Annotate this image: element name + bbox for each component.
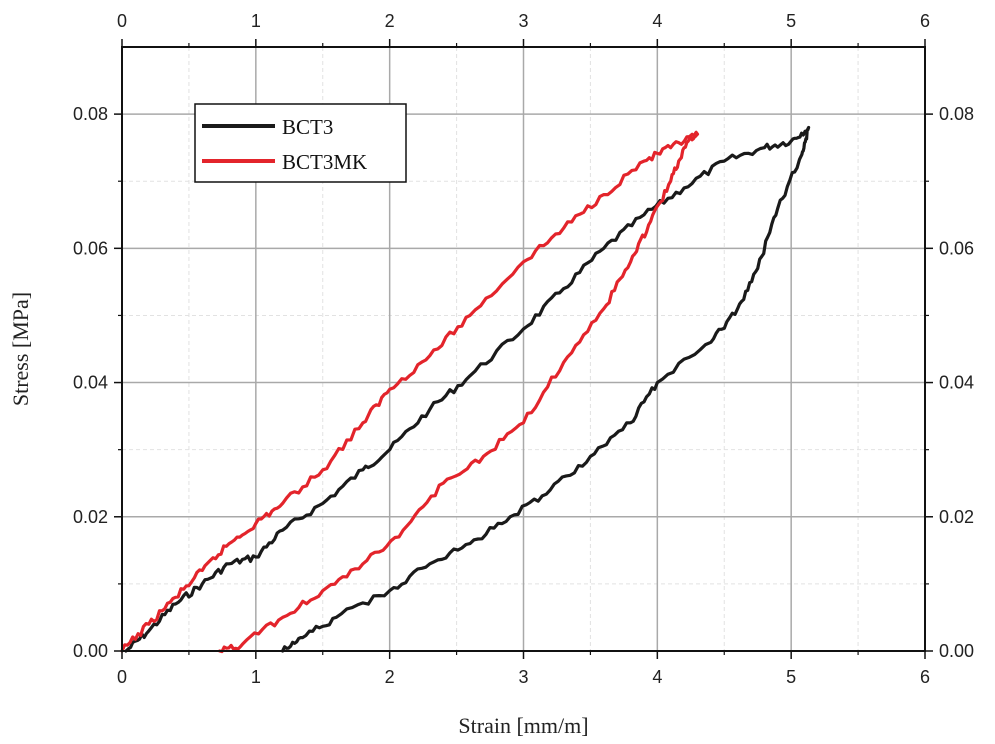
y-tick-label: 0.00 [73,641,108,661]
ticks: 0 0 1 1 2 2 3 3 4 4 5 5 6 6 0.00 0.00 0.02 0.02 0.04 0.04 0.… [73,11,974,687]
y-tick-label-right: 0.00 [939,641,974,661]
x-tick-label: 1 [251,667,261,687]
y-tick-label-right: 0.08 [939,104,974,124]
legend-label-bct3mk: BCT3MK [282,150,367,174]
legend: BCT3 BCT3MK [194,103,407,183]
y-tick-label: 0.06 [73,238,108,258]
x-tick-label-top: 1 [251,11,261,31]
y-tick-label: 0.02 [73,507,108,527]
x-tick-label-top: 4 [652,11,662,31]
x-tick-label-top: 2 [385,11,395,31]
y-tick-label-right: 0.02 [939,507,974,527]
series-line-bct3mk [120,130,700,654]
y-axis-title: Stress [MPa] [8,292,33,406]
series-layer [120,125,811,654]
x-tick-label: 0 [117,667,127,687]
x-tick-label-top: 6 [920,11,930,31]
y-tick-label: 0.04 [73,373,108,393]
legend-label-bct3: BCT3 [282,115,333,139]
x-tick-label-top: 0 [117,11,127,31]
x-tick-label: 2 [385,667,395,687]
x-tick-label: 6 [920,667,930,687]
x-tick-label: 3 [518,667,528,687]
y-tick-label: 0.08 [73,104,108,124]
x-tick-label: 5 [786,667,796,687]
series-line-bct3 [124,125,811,653]
x-tick-label-top: 3 [518,11,528,31]
legend-box [194,103,407,183]
y-tick-label-right: 0.04 [939,373,974,393]
x-axis-title: Strain [mm/m] [458,713,588,738]
y-tick-label-right: 0.06 [939,238,974,258]
x-tick-label-top: 5 [786,11,796,31]
x-tick-label: 4 [652,667,662,687]
grid [122,47,925,651]
